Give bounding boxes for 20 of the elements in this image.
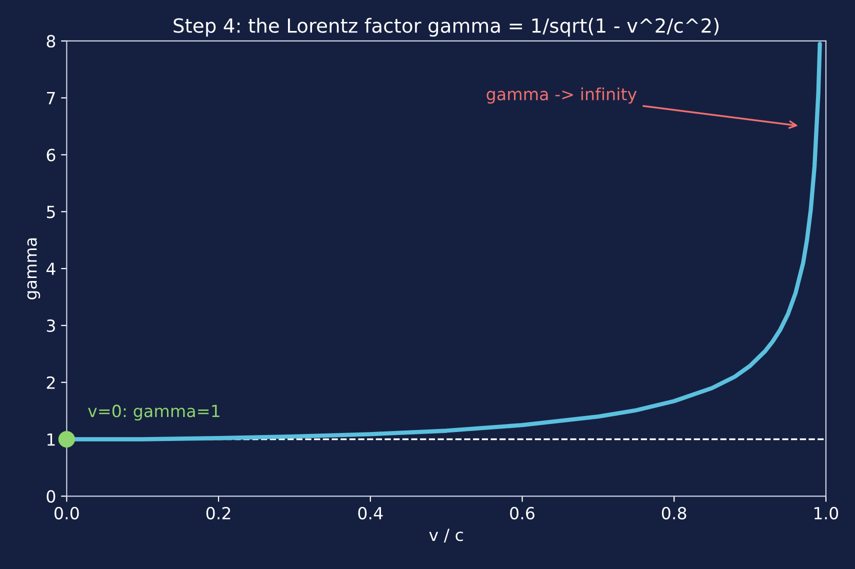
x-tick-label: 0.4: [358, 506, 383, 520]
annotation: v=0: gamma=1: [88, 404, 220, 421]
x-tick-label: 1.0: [814, 506, 838, 520]
chart-title: Step 4: the Lorentz factor gamma = 1/sqrt(1 - v^2/c^2): [174, 18, 719, 37]
x-tick-label: 0.0: [54, 506, 79, 520]
y-tick-label: 7: [47, 92, 55, 104]
y-tick-label: 0: [46, 490, 56, 503]
x-tick-label: 0.2: [206, 506, 230, 520]
y-tick-label: 6: [46, 148, 56, 162]
annotation: gamma -> infinity: [486, 87, 637, 104]
y-tick-label: 1: [48, 433, 55, 446]
x-tick-label: 0.8: [662, 506, 686, 520]
y-tick-label: 5: [46, 206, 55, 218]
y-axis-title: gamma: [27, 238, 40, 300]
x-axis-title: v / c: [429, 528, 463, 542]
y-tick-label: 4: [46, 262, 56, 275]
y-tick-label: 8: [46, 34, 56, 48]
y-tick-label: 3: [46, 319, 55, 332]
y-tick-label: 2: [46, 376, 55, 389]
x-tick-label: 0.6: [510, 506, 534, 520]
